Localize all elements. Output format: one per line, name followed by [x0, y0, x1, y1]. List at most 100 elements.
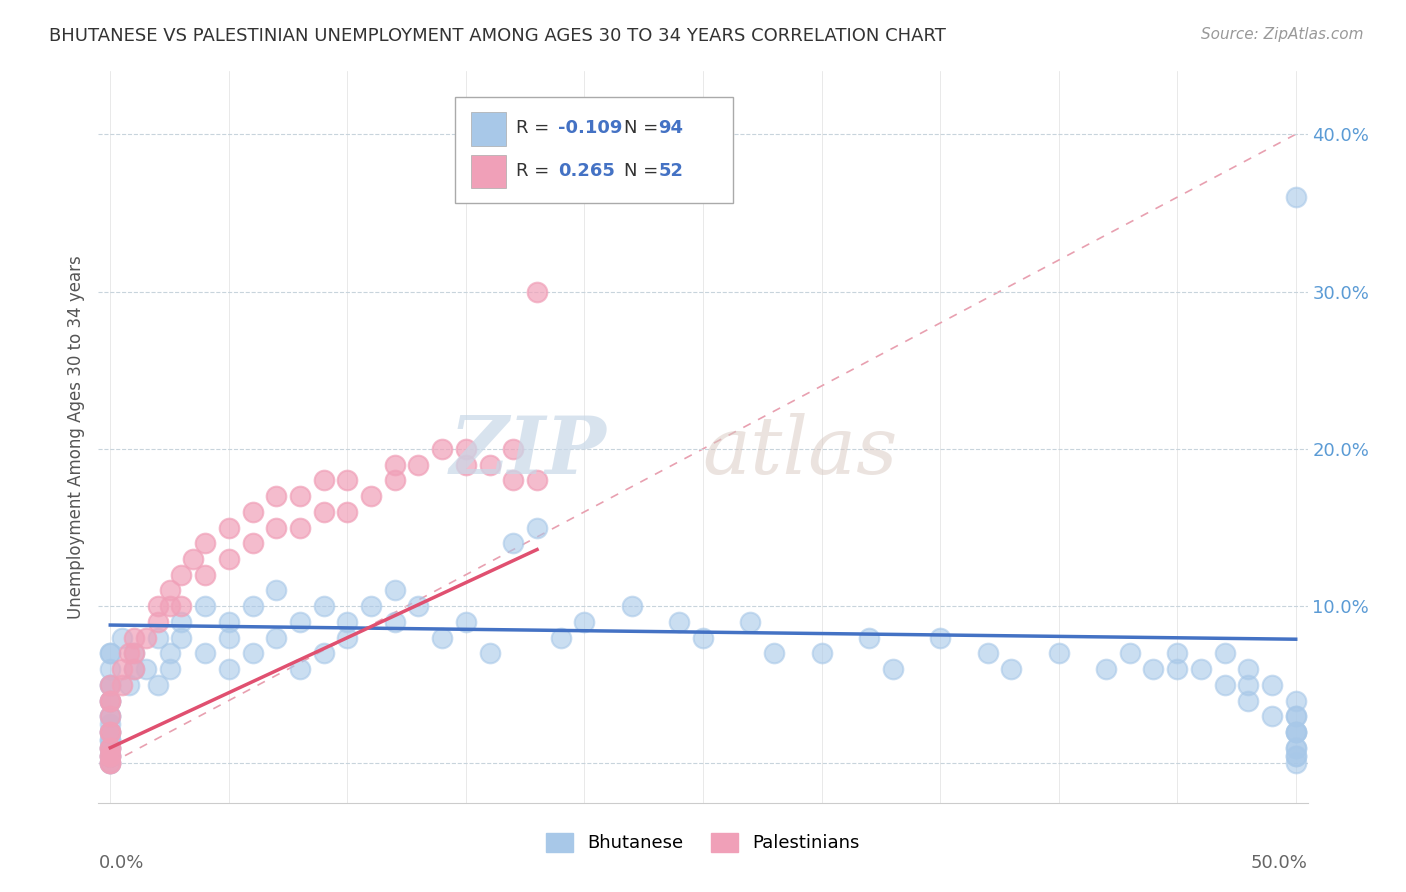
Point	[1285, 709, 1308, 723]
Point	[170, 615, 193, 629]
Point	[1119, 646, 1142, 660]
Point	[264, 489, 287, 503]
Point	[98, 678, 121, 692]
Point	[502, 473, 524, 487]
Point	[312, 505, 335, 519]
Text: 50.0%: 50.0%	[1251, 854, 1308, 872]
Point	[1285, 693, 1308, 707]
Point	[384, 458, 406, 472]
Point	[1213, 678, 1236, 692]
Point	[170, 599, 193, 614]
Point	[98, 756, 121, 771]
Point	[98, 732, 121, 747]
Point	[1285, 740, 1308, 755]
Point	[146, 599, 169, 614]
Point	[288, 615, 311, 629]
Point	[264, 631, 287, 645]
Text: 94: 94	[658, 120, 683, 137]
Point	[98, 725, 121, 739]
Point	[98, 662, 121, 676]
Point	[98, 748, 121, 763]
Point	[336, 473, 359, 487]
Point	[1237, 678, 1260, 692]
Legend: Bhutanese, Palestinians: Bhutanese, Palestinians	[538, 826, 868, 860]
Point	[1285, 190, 1308, 204]
Point	[336, 631, 359, 645]
Point	[98, 646, 121, 660]
Text: -0.109: -0.109	[558, 120, 623, 137]
Point	[98, 740, 121, 755]
Point	[1285, 725, 1308, 739]
Point	[288, 489, 311, 503]
Point	[218, 631, 240, 645]
Point	[264, 583, 287, 598]
Point	[218, 520, 240, 534]
Point	[1047, 646, 1070, 660]
Point	[159, 583, 181, 598]
Point	[98, 756, 121, 771]
Point	[384, 583, 406, 598]
Point	[288, 662, 311, 676]
Point	[111, 631, 134, 645]
Point	[111, 678, 134, 692]
Text: atlas: atlas	[702, 413, 897, 491]
Point	[98, 725, 121, 739]
Point	[122, 646, 145, 660]
Text: N =: N =	[624, 161, 665, 180]
Point	[146, 631, 169, 645]
Point	[122, 646, 145, 660]
Point	[526, 473, 548, 487]
Point	[550, 631, 572, 645]
Point	[118, 646, 141, 660]
Point	[242, 646, 264, 660]
Point	[1095, 662, 1118, 676]
Point	[882, 662, 904, 676]
Point	[502, 442, 524, 456]
Point	[763, 646, 786, 660]
Point	[242, 505, 264, 519]
Point	[668, 615, 690, 629]
Point	[218, 552, 240, 566]
Point	[288, 520, 311, 534]
Text: ZIP: ZIP	[450, 413, 606, 491]
Point	[454, 615, 477, 629]
Point	[432, 442, 454, 456]
Point	[1237, 662, 1260, 676]
Point	[336, 615, 359, 629]
Point	[118, 678, 141, 692]
Point	[929, 631, 952, 645]
FancyBboxPatch shape	[471, 112, 506, 146]
Point	[98, 693, 121, 707]
Point	[170, 567, 193, 582]
Point	[810, 646, 832, 660]
Y-axis label: Unemployment Among Ages 30 to 34 years: Unemployment Among Ages 30 to 34 years	[66, 255, 84, 619]
Point	[135, 631, 157, 645]
Point	[111, 662, 134, 676]
Text: 0.0%: 0.0%	[98, 854, 143, 872]
Point	[98, 678, 121, 692]
Point	[976, 646, 998, 660]
Point	[502, 536, 524, 550]
Point	[360, 489, 382, 503]
Point	[194, 599, 217, 614]
Point	[98, 646, 121, 660]
Point	[122, 662, 145, 676]
Point	[620, 599, 643, 614]
Point	[98, 732, 121, 747]
Point	[242, 599, 264, 614]
Point	[98, 693, 121, 707]
Point	[1166, 646, 1188, 660]
Point	[454, 442, 477, 456]
Point	[478, 646, 501, 660]
Point	[194, 536, 217, 550]
Point	[432, 631, 454, 645]
Point	[98, 717, 121, 731]
Point	[98, 740, 121, 755]
Point	[312, 646, 335, 660]
Point	[98, 756, 121, 771]
Point	[1285, 709, 1308, 723]
Point	[574, 615, 596, 629]
Point	[218, 662, 240, 676]
Point	[159, 599, 181, 614]
Text: 0.265: 0.265	[558, 161, 614, 180]
